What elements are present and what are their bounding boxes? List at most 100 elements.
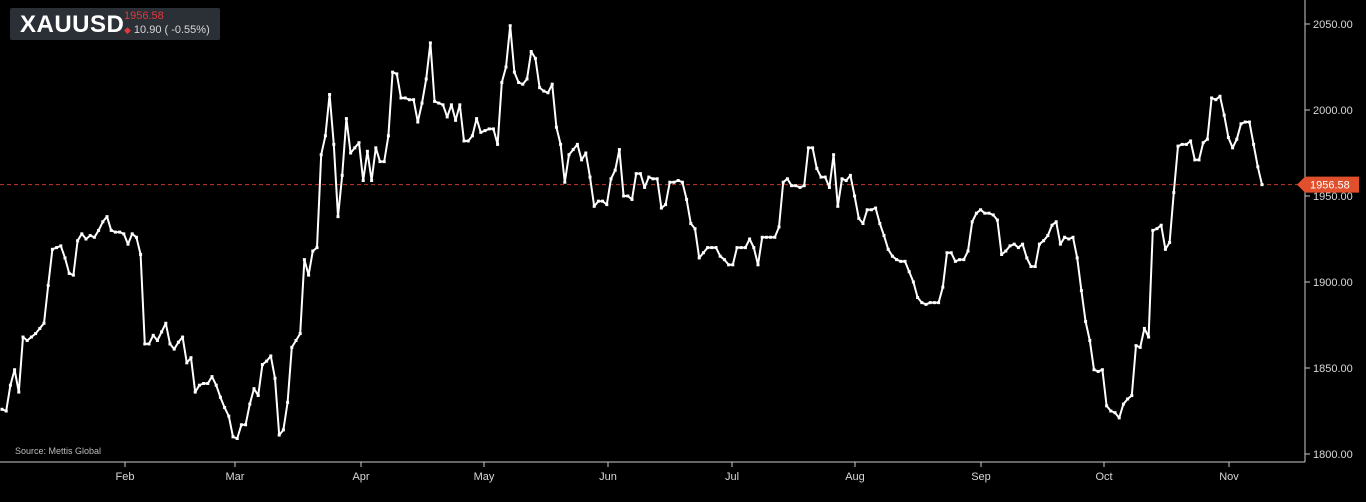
price-point: [307, 273, 311, 277]
price-point: [869, 208, 873, 212]
price-point: [802, 184, 806, 188]
price-point: [798, 185, 802, 189]
price-point: [1205, 137, 1209, 141]
price-point: [928, 301, 932, 305]
price-point: [706, 246, 710, 250]
price-point: [1058, 242, 1062, 246]
price-point: [1071, 235, 1075, 239]
price-point: [134, 235, 138, 239]
price-point: [903, 259, 907, 263]
price-point: [517, 80, 521, 84]
price-point: [588, 175, 592, 179]
price-point: [0, 407, 4, 411]
price-point: [458, 103, 462, 107]
price-point: [231, 435, 235, 439]
price-series-line: [1, 24, 1263, 440]
price-point: [668, 180, 672, 184]
price-point: [680, 180, 684, 184]
price-point: [1155, 227, 1159, 231]
price-point: [508, 24, 512, 28]
x-tick-label: Sep: [971, 471, 991, 483]
price-point: [638, 172, 642, 176]
price-point: [1243, 120, 1247, 124]
price-point: [584, 151, 588, 155]
price-point: [466, 139, 470, 143]
price-point: [55, 246, 59, 250]
y-tick-label: 2000.00: [1313, 105, 1353, 117]
price-point: [365, 149, 369, 153]
price-point: [815, 166, 819, 170]
price-point: [718, 254, 722, 258]
price-point: [29, 335, 33, 339]
price-point: [277, 433, 281, 437]
price-point: [428, 41, 432, 45]
price-point: [790, 184, 794, 188]
price-point: [256, 394, 260, 398]
price-point: [126, 242, 130, 246]
price-point: [1079, 289, 1083, 293]
price-point: [181, 335, 185, 339]
price-point: [101, 220, 105, 224]
price-point: [42, 321, 46, 325]
price-point: [819, 175, 823, 179]
price-point: [92, 235, 96, 239]
price-point: [286, 400, 290, 404]
price-point: [1092, 368, 1096, 372]
price-point: [823, 175, 827, 179]
price-point: [777, 225, 781, 229]
price-point: [769, 235, 773, 239]
price-point: [756, 263, 760, 267]
price-point: [991, 213, 995, 217]
source-label: Source: Mettis Global: [15, 446, 102, 456]
price-point: [1235, 137, 1239, 141]
price-point: [1046, 234, 1050, 238]
price-point: [924, 302, 928, 306]
price-tag-shape: [1297, 176, 1359, 193]
x-tick-label: Oct: [1095, 471, 1112, 483]
price-point: [357, 141, 361, 145]
price-point: [979, 208, 983, 212]
price-point: [937, 301, 941, 305]
price-point: [554, 125, 558, 129]
price-point: [193, 390, 197, 394]
price-point: [533, 56, 537, 60]
price-point: [227, 414, 231, 418]
price-point: [1113, 411, 1117, 415]
price-point: [378, 160, 382, 164]
price-point: [315, 246, 319, 250]
price-point: [962, 258, 966, 262]
price-point: [370, 179, 374, 183]
price-point: [151, 333, 155, 337]
price-point: [697, 256, 701, 260]
price-point: [500, 80, 504, 84]
price-point: [8, 383, 12, 387]
price-point: [412, 98, 416, 102]
price-point: [223, 406, 227, 410]
price-point: [1084, 320, 1088, 324]
price-points: [0, 24, 1264, 441]
y-tick-label: 1800.00: [1313, 449, 1353, 461]
x-tick-label: Apr: [352, 471, 369, 483]
price-point: [592, 204, 596, 208]
price-point: [874, 206, 878, 210]
price-point: [1252, 142, 1256, 146]
price-point: [349, 151, 353, 155]
price-point: [319, 153, 323, 157]
price-point: [521, 82, 525, 86]
price-point: [189, 356, 193, 360]
price-point: [122, 232, 126, 236]
price-point: [916, 295, 920, 299]
price-point: [88, 234, 92, 238]
price-point: [643, 185, 647, 189]
price-point: [672, 180, 676, 184]
y-tick-label: 2050.00: [1313, 19, 1353, 31]
price-point: [907, 270, 911, 274]
price-point: [1256, 165, 1260, 169]
price-point: [571, 148, 575, 152]
price-point: [731, 263, 735, 267]
price-point: [827, 185, 831, 189]
price-point: [596, 199, 600, 203]
price-point: [1067, 237, 1071, 241]
price-point: [281, 428, 285, 432]
price-point: [949, 251, 953, 255]
